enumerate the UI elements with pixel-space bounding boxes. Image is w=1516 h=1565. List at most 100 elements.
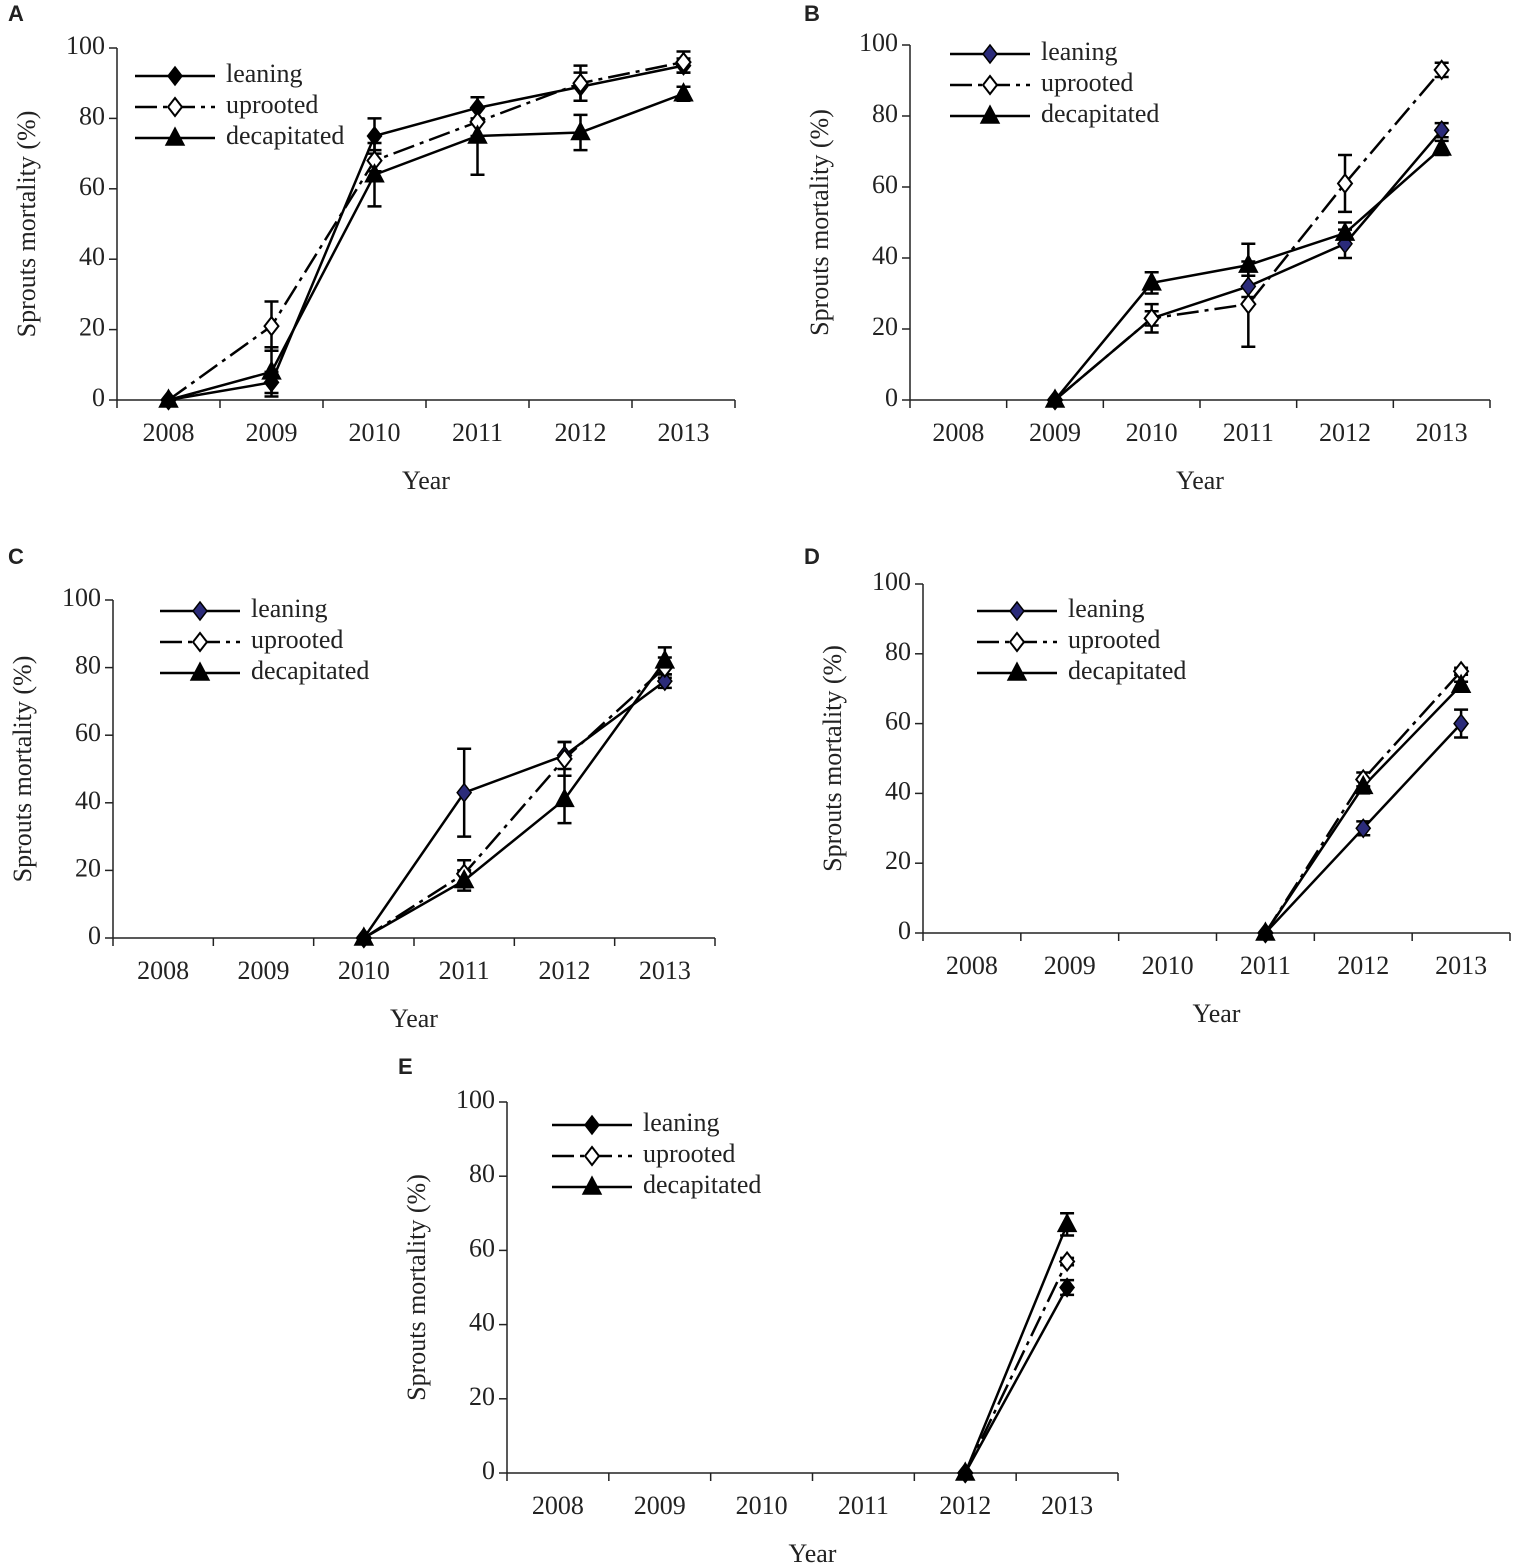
y-tick-label: 0 (88, 921, 101, 950)
legend-marker (189, 661, 211, 681)
series-line (363, 666, 666, 940)
series-line (964, 1223, 1069, 1474)
x-tick-label: 2010 (338, 956, 390, 985)
legend-marker (191, 631, 209, 653)
x-tick-label: 2008 (137, 956, 189, 985)
x-tick-label: 2013 (1041, 1491, 1093, 1520)
marker (364, 163, 385, 183)
legend-label: decapitated (226, 121, 344, 150)
series-line (362, 680, 666, 939)
marker (955, 1461, 976, 1481)
series-line (168, 64, 684, 402)
x-tick-label: 2012 (539, 956, 591, 985)
series-line (1264, 684, 1462, 934)
y-tick-label: 60 (469, 1233, 495, 1262)
panel-label: D (804, 544, 820, 569)
x-tick-label: 2009 (1044, 951, 1096, 980)
x-tick-label: 2010 (349, 418, 401, 447)
panel-label: C (8, 544, 24, 569)
marker (1433, 59, 1450, 81)
marker (261, 360, 282, 380)
x-tick-label: 2013 (1435, 951, 1487, 980)
x-tick-label: 2008 (932, 418, 984, 447)
x-tick-label: 2011 (452, 418, 503, 447)
marker (1044, 388, 1066, 408)
legend-label: uprooted (251, 625, 343, 654)
x-tick-label: 2010 (1142, 951, 1194, 980)
y-tick-label: 60 (872, 170, 898, 199)
legend-marker (982, 43, 998, 65)
marker (1240, 276, 1257, 297)
series-line (964, 1260, 1069, 1474)
x-axis-title: Year (789, 1539, 837, 1565)
marker (353, 926, 375, 946)
x-tick-label: 2013 (639, 956, 691, 985)
x-tick-label: 2012 (1319, 418, 1371, 447)
y-tick-label: 100 (66, 31, 105, 60)
y-tick-label: 20 (469, 1382, 495, 1411)
legend-label: decapitated (643, 1170, 761, 1199)
y-tick-label: 40 (75, 786, 101, 815)
y-tick-label: 20 (872, 312, 898, 341)
y-tick-label: 20 (79, 313, 105, 342)
legend-label: leaning (226, 59, 303, 88)
panel: A 0 20 40 60 80 100 2008 2009 2010 2011 2012 2013 Yea… (8, 1, 736, 495)
x-tick-label: 2010 (1126, 418, 1178, 447)
x-tick-label: 2012 (939, 1491, 991, 1520)
y-tick-label: 80 (885, 637, 911, 666)
marker (1334, 221, 1356, 241)
marker (1255, 921, 1276, 941)
marker (570, 120, 591, 141)
marker (1450, 673, 1472, 693)
legend-marker (167, 65, 183, 87)
y-tick-label: 100 (456, 1085, 495, 1114)
marker (1141, 271, 1162, 291)
marker (1238, 253, 1259, 273)
marker (556, 748, 573, 770)
legend-label: decapitated (1068, 656, 1186, 685)
legend-label: leaning (1041, 37, 1118, 66)
y-tick-label: 20 (75, 853, 101, 882)
x-tick-label: 2013 (658, 418, 710, 447)
x-tick-label: 2011 (1240, 951, 1291, 980)
y-tick-label: 40 (872, 241, 898, 270)
y-tick-label: 80 (75, 651, 101, 680)
series-line (1054, 69, 1443, 401)
y-tick-label: 0 (92, 383, 105, 412)
x-tick-label: 2009 (1029, 418, 1081, 447)
marker (673, 82, 694, 102)
panel: C 0 20 40 60 80 100 2008 2009 2010 2011 2012 2013 Yea… (8, 544, 716, 1033)
y-tick-label: 100 (62, 583, 101, 612)
y-tick-label: 0 (885, 383, 898, 412)
legend-marker (192, 600, 208, 622)
legend-label: decapitated (1041, 99, 1159, 128)
x-tick-label: 2011 (838, 1491, 889, 1520)
x-axis-title: Year (402, 466, 450, 495)
series-line (168, 92, 684, 402)
x-tick-label: 2009 (238, 956, 290, 985)
legend-label: leaning (251, 594, 328, 623)
marker (1336, 172, 1354, 195)
x-tick-label: 2009 (634, 1491, 686, 1520)
panel-label: E (398, 1054, 413, 1079)
x-tick-label: 2012 (1337, 951, 1389, 980)
y-axis-title: Sprouts mortality (%) (402, 1174, 431, 1401)
panel: B 0 20 40 60 80 100 2008 2009 2010 2011 2012 2013 Yea… (804, 1, 1491, 495)
x-tick-label: 2008 (143, 418, 195, 447)
x-tick-label: 2010 (736, 1491, 788, 1520)
legend-marker (583, 1145, 601, 1167)
y-axis-title: Sprouts mortality (%) (8, 656, 37, 883)
x-tick-label: 2008 (532, 1491, 584, 1520)
marker (656, 670, 673, 692)
marker (1431, 136, 1452, 156)
legend-marker (164, 126, 186, 146)
y-tick-label: 60 (75, 718, 101, 747)
y-tick-label: 40 (469, 1308, 495, 1337)
y-tick-label: 0 (482, 1456, 495, 1485)
legend-label: uprooted (1068, 625, 1160, 654)
marker (654, 649, 676, 669)
y-tick-label: 40 (885, 776, 911, 805)
y-tick-label: 60 (79, 172, 105, 201)
y-axis-title: Sprouts mortality (%) (805, 109, 834, 336)
panel: D 0 20 40 60 80 100 2008 2009 2010 2011 2012 2013 Yea… (804, 544, 1511, 1028)
